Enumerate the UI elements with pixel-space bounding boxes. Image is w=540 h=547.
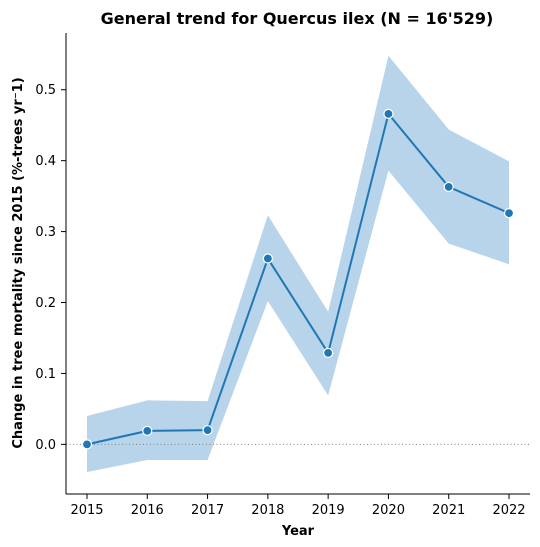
y-tick-label: 0.4	[35, 154, 56, 169]
x-tick-label: 2017	[191, 503, 224, 518]
x-tick-label: 2020	[372, 503, 405, 518]
data-point-2017	[203, 426, 212, 435]
data-point-2019	[324, 348, 333, 357]
data-point-2018	[263, 254, 272, 263]
data-point-2016	[143, 426, 152, 435]
y-ticks: 0.0 0.1 0.2 0.3 0.4 0.5	[35, 83, 66, 453]
data-point-2022	[505, 209, 514, 218]
data-point-2015	[83, 440, 92, 449]
x-axis-label: Year	[281, 524, 315, 539]
chart-title: General trend for Quercus ilex (N = 16'5…	[101, 9, 494, 28]
y-tick-label: 0.1	[35, 367, 56, 382]
y-tick-label: 0.5	[35, 83, 56, 98]
x-tick-label: 2022	[492, 503, 525, 518]
x-tick-label: 2018	[251, 503, 284, 518]
x-tick-label: 2021	[432, 503, 465, 518]
y-tick-label: 0.2	[35, 296, 56, 311]
y-axis-label: Change in tree mortality since 2015 (%-t…	[11, 77, 26, 448]
y-tick-label: 0.3	[35, 225, 56, 240]
x-tick-label: 2019	[312, 503, 345, 518]
x-tick-label: 2015	[70, 503, 103, 518]
data-point-2021	[444, 182, 453, 191]
confidence-band	[87, 56, 509, 472]
plot-area	[66, 56, 530, 472]
x-tick-label: 2016	[131, 503, 164, 518]
x-ticks: 2015 2016 2017 2018 2019 2020 2021 2022	[70, 494, 525, 518]
y-tick-label: 0.0	[35, 438, 56, 453]
data-point-2020	[384, 109, 393, 118]
